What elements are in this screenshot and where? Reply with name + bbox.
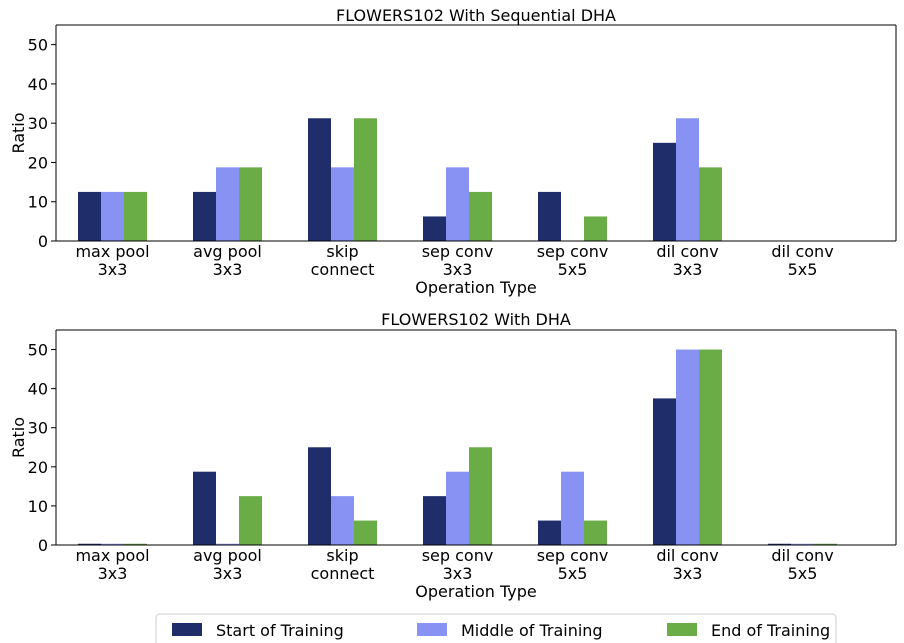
chart-panel-1: FLOWERS102 With Sequential DHA 0 10 20 30 40 5…	[9, 6, 897, 297]
y-axis-label: Ratio	[9, 112, 28, 153]
bar-start-of-training-3	[308, 118, 331, 241]
bar-start-of-training-1	[78, 191, 101, 241]
y-tick-label: 40	[28, 380, 48, 399]
x-tick-label: max pool 3x3	[75, 242, 149, 279]
bar-middle-of-training-3	[331, 496, 354, 545]
y-tick-label: 50	[28, 341, 48, 360]
legend-swatch-1	[172, 623, 202, 636]
y-tick-label: 30	[28, 114, 48, 133]
y-tick-label: 0	[38, 232, 48, 251]
bar-end-of-training-4	[469, 191, 492, 241]
y-tick-label: 30	[28, 419, 48, 438]
bar-start-of-training-4	[423, 216, 446, 241]
bar-start-of-training-4	[423, 496, 446, 545]
bar-middle-of-training-6	[676, 349, 699, 545]
x-tick-label: avg pool 3x3	[193, 242, 262, 279]
bar-middle-of-training-4	[446, 167, 469, 241]
x-tick-label: skip connect	[311, 546, 375, 583]
y-tick-label: 10	[28, 193, 48, 212]
chart-title: FLOWERS102 With Sequential DHA	[336, 6, 616, 25]
bar-end-of-training-2	[239, 496, 262, 545]
bar-middle-of-training-4	[446, 471, 469, 545]
legend-swatch-2	[417, 623, 447, 636]
bar-end-of-training-3	[354, 520, 377, 545]
x-tick-label: sep conv 5x5	[537, 242, 609, 279]
y-tick-label: 10	[28, 497, 48, 516]
legend-label-2: Middle of Training	[461, 621, 603, 640]
bar-middle-of-training-1	[101, 191, 124, 241]
bar-start-of-training-5	[538, 520, 561, 545]
bar-end-of-training-5	[584, 216, 607, 241]
y-tick-label: 50	[28, 36, 48, 55]
bar-start-of-training-2	[193, 191, 216, 241]
legend-label-3: End of Training	[711, 621, 830, 640]
bar-end-of-training-5	[584, 520, 607, 545]
y-tick-label: 20	[28, 458, 48, 477]
x-tick-label: dil conv 5x5	[771, 546, 833, 583]
bar-start-of-training-2	[193, 471, 216, 545]
bar-end-of-training-3	[354, 118, 377, 241]
bar-start-of-training-6	[653, 142, 676, 241]
y-tick-label: 20	[28, 153, 48, 172]
bar-middle-of-training-6	[676, 118, 699, 241]
y-axis-label: Ratio	[9, 417, 28, 458]
x-axis-label: Operation Type	[415, 582, 536, 601]
x-tick-label: dil conv 3x3	[656, 546, 718, 583]
x-tick-label: sep conv 3x3	[422, 242, 494, 279]
bar-end-of-training-6	[699, 167, 722, 241]
bar-end-of-training-4	[469, 447, 492, 545]
bar-end-of-training-1	[124, 191, 147, 241]
legend: Start of Training Middle of Training End o…	[155, 613, 837, 643]
x-axis-label: Operation Type	[415, 278, 536, 297]
bar-start-of-training-6	[653, 398, 676, 545]
x-tick-label: dil conv 5x5	[771, 242, 833, 279]
bar-end-of-training-6	[699, 349, 722, 545]
x-tick-label: dil conv 3x3	[656, 242, 718, 279]
bar-middle-of-training-2	[216, 167, 239, 241]
bar-end-of-training-2	[239, 167, 262, 241]
y-tick-label: 0	[38, 536, 48, 555]
chart-panel-2: FLOWERS102 With DHA 0 10 20 30 40 50 max pool 3x…	[9, 310, 897, 601]
x-tick-label: sep conv 3x3	[422, 546, 494, 583]
x-tick-label: skip connect	[311, 242, 375, 279]
bar-start-of-training-5	[538, 191, 561, 241]
x-tick-label: max pool 3x3	[75, 546, 149, 583]
x-tick-label: avg pool 3x3	[193, 546, 262, 583]
legend-label-1: Start of Training	[216, 621, 344, 640]
legend-frame	[155, 613, 837, 643]
y-tick-label: 40	[28, 75, 48, 94]
chart-panels: FLOWERS102 With Sequential DHA 0 10 20 30 40 5…	[9, 6, 897, 601]
x-tick-label: sep conv 5x5	[537, 546, 609, 583]
chart-title: FLOWERS102 With DHA	[381, 310, 571, 329]
bar-middle-of-training-3	[331, 167, 354, 241]
bar-middle-of-training-5	[561, 471, 584, 545]
legend-swatch-3	[667, 623, 697, 636]
bar-start-of-training-3	[308, 447, 331, 545]
